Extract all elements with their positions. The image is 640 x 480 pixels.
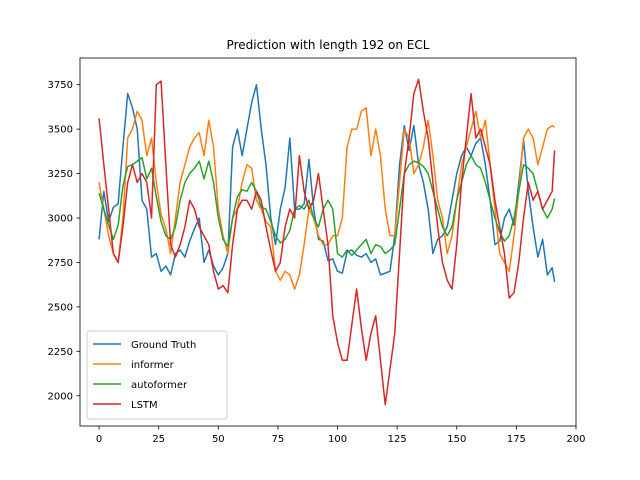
x-axis: 0 25 50 75 100 125 150 175 200 <box>96 426 586 445</box>
x-tick-label: 0 <box>96 434 102 445</box>
y-tick-label: 3500 <box>48 125 73 136</box>
series-lines <box>98 78 556 406</box>
y-tick-label: 2750 <box>48 258 73 269</box>
x-tick-label: 50 <box>212 434 225 445</box>
x-tick-label: 100 <box>328 434 347 445</box>
legend-label: autoformer <box>131 380 188 391</box>
series-line-autoformer <box>98 155 556 258</box>
y-tick-label: 3250 <box>48 169 73 180</box>
y-tick-label: 2000 <box>48 391 73 402</box>
x-tick-label: 75 <box>272 434 285 445</box>
y-tick-label: 2500 <box>48 302 73 313</box>
x-tick-label: 150 <box>447 434 466 445</box>
plot-frame <box>79 57 577 427</box>
legend-label: informer <box>131 360 175 371</box>
y-tick-label: 3000 <box>48 214 73 225</box>
series-line-lstm <box>98 78 556 406</box>
legend-box <box>86 330 228 420</box>
legend-label: LSTM <box>131 400 158 411</box>
x-tick-label: 125 <box>388 434 407 445</box>
y-tick-label: 3750 <box>48 80 73 91</box>
legend-label: Ground Truth <box>131 340 196 351</box>
x-tick-label: 25 <box>152 434 165 445</box>
legend: Ground Truth informer autoformer LSTM <box>86 330 228 420</box>
x-tick-label: 175 <box>507 434 526 445</box>
chart-title: Prediction with length 192 on ECL <box>227 38 430 52</box>
x-tick-label: 200 <box>566 434 585 445</box>
y-tick-label: 2250 <box>48 347 73 358</box>
y-axis: 2000 2250 2500 2750 3000 3250 3500 3750 <box>48 80 80 402</box>
